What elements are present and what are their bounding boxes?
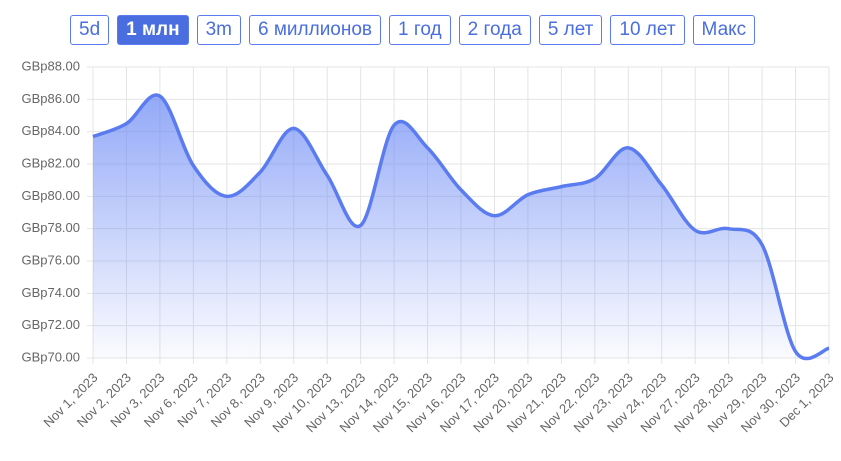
y-tick-label: GBp80.00 [21, 188, 80, 203]
y-tick-label: GBp70.00 [21, 349, 80, 364]
y-tick-label: GBp78.00 [21, 220, 80, 235]
range-button[interactable]: 5 лет [538, 15, 603, 45]
range-buttons: 5d 1 млн 3m 6 миллионов 1 год 2 года 5 л… [70, 15, 756, 45]
y-tick-label: GBp74.00 [21, 285, 80, 300]
y-tick-label: GBp82.00 [21, 155, 80, 170]
range-button[interactable]: 1 год [389, 15, 451, 45]
range-button[interactable]: Макс [692, 15, 756, 45]
range-button[interactable]: 5d [70, 15, 110, 45]
range-button[interactable]: 3m [196, 15, 241, 45]
y-tick-label: GBp88.00 [21, 58, 80, 73]
y-tick-label: GBp72.00 [21, 317, 80, 332]
y-tick-label: GBp84.00 [21, 123, 80, 138]
price-line [92, 93, 830, 361]
range-button[interactable]: 1 млн [117, 15, 189, 45]
y-tick-label: GBp86.00 [21, 91, 80, 106]
y-tick-label: GBp76.00 [21, 252, 80, 267]
area-fill [93, 94, 829, 359]
range-button[interactable]: 6 миллионов [249, 15, 382, 45]
range-button[interactable]: 10 лет [610, 15, 685, 45]
range-button[interactable]: 2 года [458, 15, 531, 45]
